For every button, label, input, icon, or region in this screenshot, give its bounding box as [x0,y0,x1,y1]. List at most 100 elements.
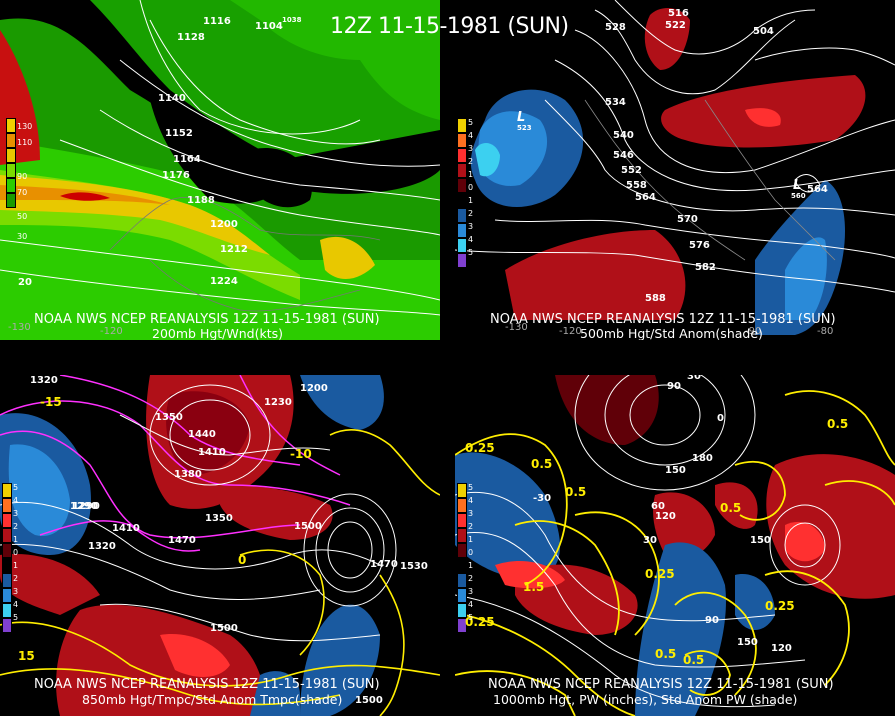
contour-label: 582 [695,262,716,273]
contour-label: 1470 [168,535,196,546]
panel-500mb: 528 516 522 504 534 540 546 552 558 564 … [455,0,895,340]
contour-label: 570 [677,214,698,225]
contour-label: 588 [645,293,666,304]
pw-label: 0.25 [765,599,795,613]
cbar-label: 3 [468,587,474,596]
contour-label: 534 [605,97,626,108]
contour-label: 528 [605,22,626,33]
pw-label: 0.5 [827,417,849,431]
contour-label: 1350 [155,412,183,423]
pw-label: 0.5 [720,501,742,515]
contour-label: 1290 [72,501,100,512]
contour-label: 150 [737,637,758,648]
contour-label: 558 [626,180,647,191]
contour-label: 504 [753,26,774,37]
contour-label: 576 [689,240,710,251]
panel-caption-source: NOAA NWS NCEP REANALYSIS 12Z 11-15-1981 … [488,677,834,692]
contour-label: 1500 [355,695,383,706]
contour-label: 180 [692,453,713,464]
contour-label: 1290 [70,501,98,512]
cbar-label: 1 [13,535,19,544]
temp-label: -10 [290,447,312,461]
panel-caption-field: 850mb Hgt/Tmpc/Std Anom Tmpc(shade) [82,692,343,707]
pw-label: 1.5 [523,580,545,594]
contour-label: 546 [613,150,634,161]
temp-label: -15 [40,395,62,409]
cbar-label: 3 [468,509,474,518]
contour-label: 1380 [174,469,202,480]
cbar-label: 5 [468,118,474,127]
cbar-label: 90 [17,172,28,181]
longitude-label: -130 [8,322,31,333]
contour-label: -30 [533,493,552,504]
pw-label: 0.25 [465,441,495,455]
colorbar-850mb [2,483,12,633]
cbar-label: 4 [468,496,474,505]
map-200mb [0,0,440,340]
contour-label: 1230 [264,397,292,408]
contour-label: 552 [621,165,642,176]
temp-label: 0 [238,553,247,567]
cbar-label: 0 [468,548,474,557]
cbar-label: 4 [468,235,474,244]
contour-label: 1350 [205,513,233,524]
cbar-label: 2 [468,157,474,166]
cbar-label: 50 [17,212,28,221]
cbar-label: 130 [17,122,33,131]
contour-label: 564 [635,192,656,203]
longitude-label: -130 [505,322,528,333]
panel-caption-source: NOAA NWS NCEP REANALYSIS 12Z 11-15-1981 … [490,312,836,327]
contour-label: 120 [655,511,676,522]
page-title: 12Z 11-15-1981 (SUN) [330,14,569,39]
cbar-label: 3 [468,222,474,231]
contour-label: 1152 [165,128,193,139]
cbar-label: 3 [468,144,474,153]
contour-label: 516 [668,8,689,19]
contour-label: 0 [717,413,724,424]
contour-label: 1164 [173,154,201,165]
cbar-label: 2 [13,574,19,583]
low-marker: L [517,110,526,125]
panel-caption-source: NOAA NWS NCEP REANALYSIS 12Z 11-15-1981 … [34,312,380,327]
contour-label: 540 [613,130,634,141]
contour-label: 1188 [187,195,215,206]
longitude-label: -120 [559,326,582,337]
contour-label: 1116 [203,16,231,27]
cbar-label: 4 [468,600,474,609]
cbar-label: 30 [17,232,28,241]
cbar-label: 1 [468,561,474,570]
contour-label: 1128 [177,32,205,43]
panel-caption-field: 200mb Hgt/Wnd(kts) [152,326,284,340]
contour-label: 90 [667,381,681,392]
low-value: 523 [517,124,532,132]
cbar-label: 110 [17,138,33,147]
cbar-label: 2 [468,522,474,531]
colorbar-1000mb [457,483,467,633]
cbar-label: 5 [468,248,474,257]
cbar-label: 5 [13,483,19,492]
contour-label: 60 [651,501,665,512]
contour-label: 1410 [112,523,140,534]
contour-label: 30 [687,375,701,382]
low-value: 560 [791,192,806,200]
contour-label: 30 [643,535,657,546]
contour-label: 1530 [400,561,428,572]
contour-label: 1224 [210,276,238,287]
cbar-label: 5 [468,613,474,622]
cbar-label: 2 [13,522,19,531]
panel-caption-field: 500mb Hgt/Std Anom(shade) [580,326,763,340]
colorbar-200mb [6,118,16,208]
map-1000mb [455,375,895,716]
longitude-label: -90 [745,326,762,337]
panel-1000mb: 30 90 0 150 180 120 150 0.5 0.25 0.5 0.5… [455,375,895,716]
contour-label: 120 [771,643,792,654]
cbar-label: 1 [13,561,19,570]
contour-label: 1212 [220,244,248,255]
cbar-label: 1 [468,535,474,544]
contour-label: 1440 [188,429,216,440]
contour-label: 1140 [158,93,186,104]
panel-850mb: 1320 1290 1350 1380 1410 1440 1470 1500 … [0,375,440,716]
contour-label: 1176 [162,170,190,181]
contour-label: 1470 [370,559,398,570]
cbar-label: 1 [468,196,474,205]
